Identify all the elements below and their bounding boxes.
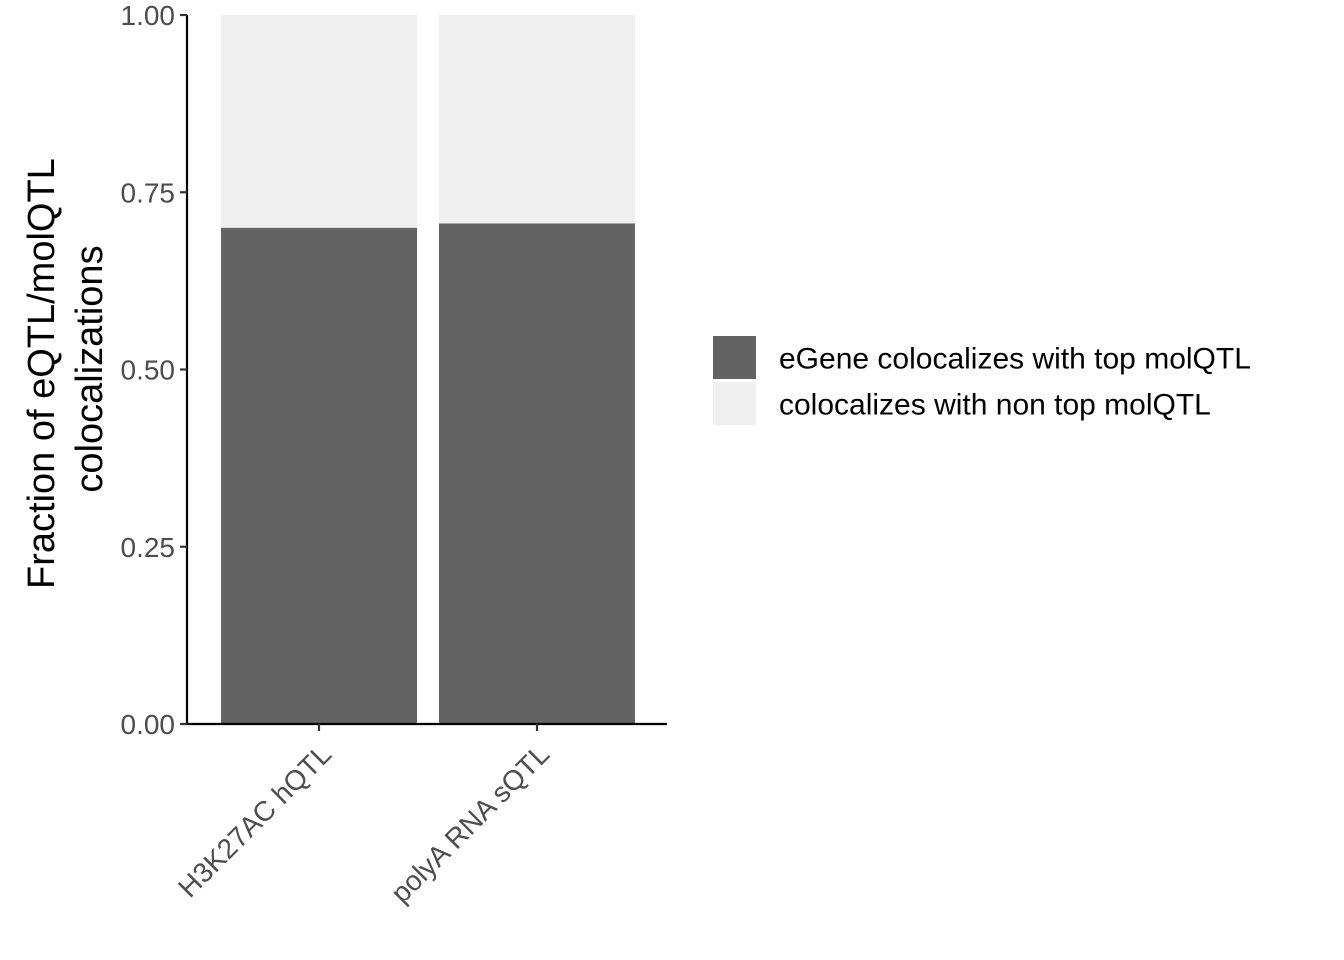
bars-layer: [221, 15, 635, 724]
x-tick-label: H3K27AC hQTL: [172, 738, 337, 903]
legend-label: colocalizes with non top molQTL: [779, 389, 1211, 422]
y-tick-label: 0.00: [121, 709, 176, 740]
x-axis: H3K27AC hQTL polyA RNA sQTL: [172, 724, 667, 909]
bar-segment-top-molqtl-2: [439, 223, 635, 724]
bar-segment-top-molqtl-1: [221, 228, 417, 724]
y-axis-title-line-2: colocalizations: [69, 245, 111, 492]
y-axis-title-line-1: Fraction of eQTL/molQTL: [21, 159, 63, 589]
y-axis-title: Fraction of eQTL/molQTL colocalizations: [21, 149, 111, 589]
legend-key: [713, 382, 756, 425]
legend-key: [713, 336, 756, 379]
y-tick-label: 0.50: [121, 355, 176, 386]
y-axis: 0.00 0.25 0.50 0.75 1.00: [121, 0, 188, 740]
legend: eGene colocalizes with top molQTL colocal…: [713, 336, 1251, 425]
y-tick-label: 0.75: [121, 177, 176, 208]
bar-segment-non-top-molqtl-1: [221, 15, 417, 228]
bar-segment-non-top-molqtl-2: [439, 15, 635, 223]
y-tick-label: 1.00: [121, 0, 176, 31]
legend-label: eGene colocalizes with top molQTL: [779, 343, 1251, 376]
x-tick-label: polyA RNA sQTL: [385, 738, 555, 908]
y-tick-label: 0.25: [121, 532, 176, 563]
